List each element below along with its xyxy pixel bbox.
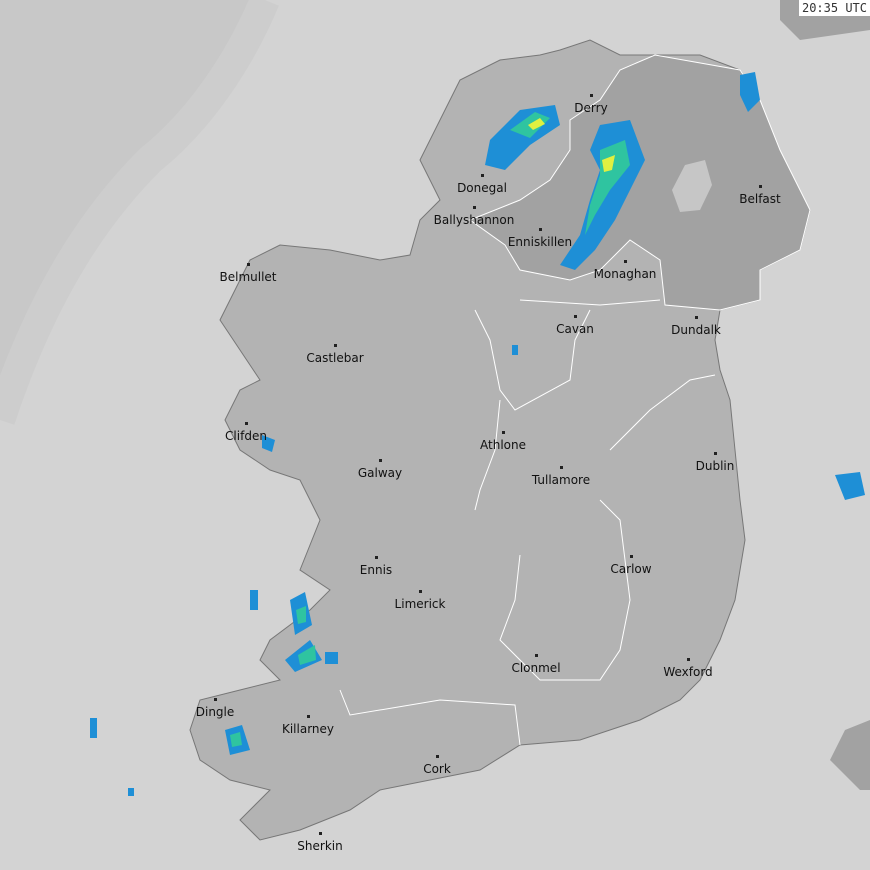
city-dot [714,452,717,455]
city-dot [502,431,505,434]
city-label: Monaghan [593,267,657,281]
northern-ireland-region [468,54,811,311]
lough-neagh [672,160,712,212]
city-dot [630,555,633,558]
city-label: Belmullet [219,270,277,284]
city-dot [214,698,217,701]
city-label: Donegal [457,181,507,195]
city-label: Belfast [739,192,781,206]
timestamp: 20:35 UTC [798,0,870,16]
city-dot [307,715,310,718]
rivers [339,299,716,746]
city-label: Cork [423,762,451,776]
city-dot [245,422,248,425]
city-label: Clifden [225,429,267,443]
city-label: Athlone [480,438,526,452]
city-dot [539,228,542,231]
city-dot [759,185,762,188]
city-label: Cavan [556,322,594,336]
city-label: Carlow [610,562,652,576]
city-label: Clonmel [511,661,561,675]
city-dot [419,590,422,593]
city-dot [695,316,698,319]
city-dot [574,315,577,318]
city-label: Galway [357,466,403,480]
city-dot [473,206,476,209]
city-dot [436,755,439,758]
city-dot [375,556,378,559]
range-ring [0,0,279,425]
city-dot [560,466,563,469]
city-dot [624,260,627,263]
city-dot [247,263,250,266]
radar-echoes [90,72,865,796]
city-dot [334,344,337,347]
city-dot [319,832,322,835]
city-label: Castlebar [306,351,364,365]
city-label: Dublin [695,459,735,473]
city-label: Limerick [394,597,446,611]
city-label: Tullamore [531,473,591,487]
city-label: Dundalk [671,323,721,337]
city-label: Ballyshannon [433,213,515,227]
city-label: Dingle [195,705,235,719]
city-label: Ennis [359,563,393,577]
city-label: Killarney [281,722,335,736]
city-dot [379,459,382,462]
city-label: Enniskillen [507,235,573,249]
island-wales-corner [830,720,870,790]
city-label: Sherkin [297,839,343,853]
city-label: Derry [574,101,608,115]
city-label: Wexford [663,665,713,679]
city-dot [590,94,593,97]
city-dot [535,654,538,657]
city-dot [481,174,484,177]
city-dot [687,658,690,661]
